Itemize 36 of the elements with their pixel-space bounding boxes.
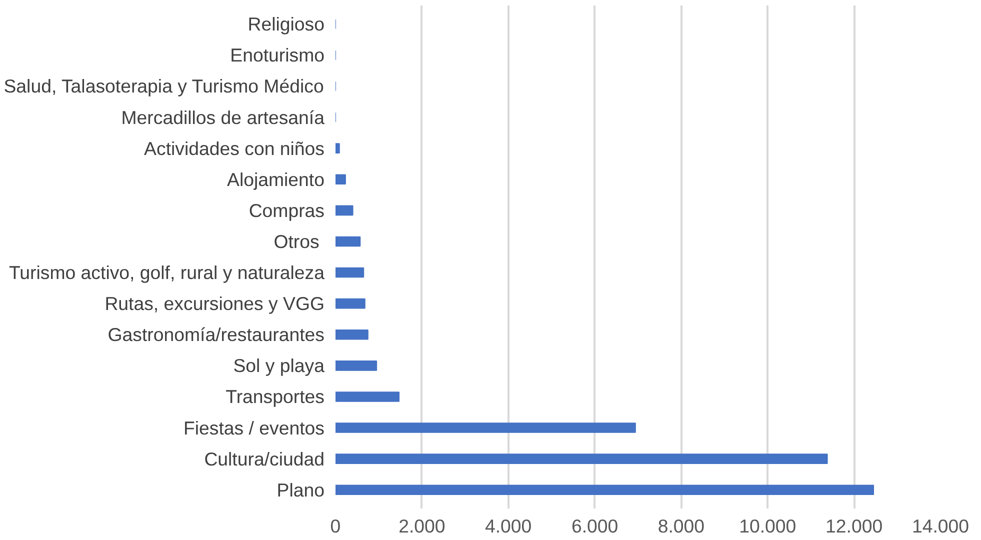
bar bbox=[336, 236, 361, 247]
y-tick-label: Mercadillos de artesanía bbox=[121, 106, 326, 128]
bar bbox=[336, 267, 364, 278]
y-tick-label: Religioso bbox=[248, 14, 325, 35]
x-tick-label: 2.000 bbox=[398, 516, 446, 536]
bar bbox=[336, 298, 366, 309]
x-tick-label: 14.000 bbox=[912, 516, 970, 536]
bar bbox=[336, 392, 400, 402]
bar bbox=[336, 422, 636, 433]
y-tick-label: Sol y playa bbox=[233, 355, 326, 376]
x-tick-label: 12.000 bbox=[826, 516, 883, 536]
bar bbox=[336, 174, 346, 185]
y-tick-label: Otros bbox=[274, 230, 320, 252]
bar bbox=[336, 205, 354, 216]
x-tick-label: 4.000 bbox=[485, 516, 532, 536]
bar bbox=[336, 484, 874, 496]
y-tick-label: Cultura/ciudad bbox=[204, 448, 325, 470]
y-tick-label: Gastronomía/restaurantes bbox=[108, 324, 325, 346]
x-tick-label: 10.000 bbox=[739, 516, 796, 536]
y-tick-label: Plano bbox=[276, 479, 325, 500]
bar bbox=[336, 360, 378, 371]
y-tick-label: Compras bbox=[248, 200, 325, 221]
bar bbox=[336, 329, 368, 340]
y-tick-label: Transportes bbox=[226, 386, 325, 408]
bar bbox=[336, 454, 828, 464]
x-tick-label: 0 bbox=[330, 516, 341, 536]
bar bbox=[336, 143, 340, 154]
y-tick-label: Actividades con niños bbox=[144, 138, 325, 159]
y-tick-label: Fiestas / eventos bbox=[183, 417, 325, 438]
y-tick-label: Enoturismo bbox=[230, 44, 325, 66]
y-tick-label: Rutas, excursiones y VGG bbox=[104, 293, 324, 314]
y-tick-label: Salud, Talasoterapia y Turismo Médico bbox=[4, 76, 324, 97]
y-tick-label: Alojamiento bbox=[227, 168, 325, 190]
x-tick-label: 8.000 bbox=[658, 516, 705, 536]
y-tick-label: Turismo activo, golf, rural y naturaleza bbox=[8, 262, 326, 284]
x-tick-label: 6.000 bbox=[571, 516, 618, 536]
